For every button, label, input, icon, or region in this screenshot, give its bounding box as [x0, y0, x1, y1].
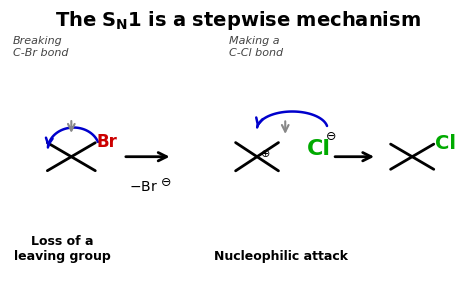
Text: Br: Br — [97, 133, 118, 151]
Text: Loss of a
leaving group: Loss of a leaving group — [14, 235, 110, 263]
Text: Nucleophilic attack: Nucleophilic attack — [214, 250, 347, 263]
Text: Cl: Cl — [435, 134, 456, 153]
Text: $\mathbf{The\ S_{N}1\ is\ a\ stepwise\ mechanism}$: $\mathbf{The\ S_{N}1\ is\ a\ stepwise\ m… — [55, 9, 421, 33]
Text: $\ominus$: $\ominus$ — [325, 130, 337, 143]
Text: $-$Br: $-$Br — [128, 180, 157, 194]
Text: Breaking
C-Br bond: Breaking C-Br bond — [12, 36, 68, 58]
Text: $\oplus$: $\oplus$ — [260, 148, 271, 159]
Text: $\ominus$: $\ominus$ — [160, 176, 171, 189]
Text: Making a
C-Cl bond: Making a C-Cl bond — [229, 36, 283, 58]
Text: Cl: Cl — [306, 139, 330, 159]
